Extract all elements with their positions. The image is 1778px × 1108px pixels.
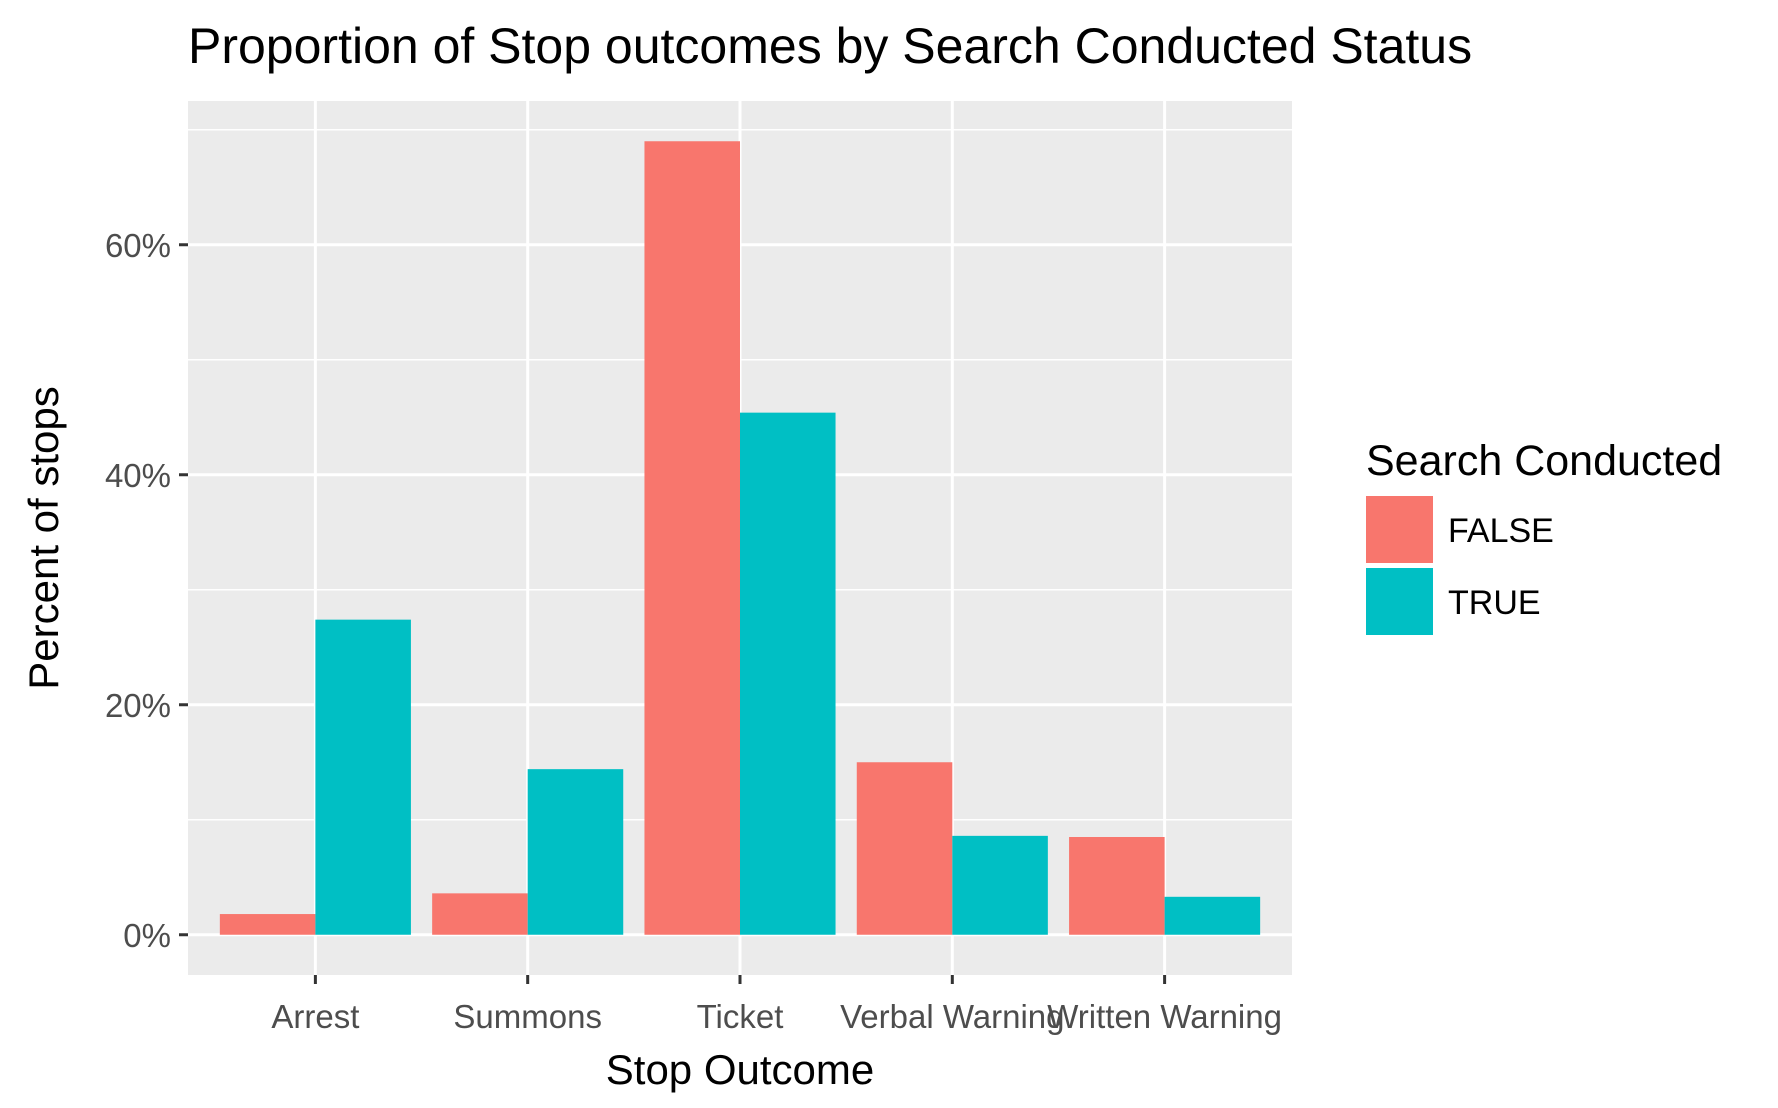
- chart-title: Proportion of Stop outcomes by Search Co…: [188, 18, 1472, 74]
- y-tick-label: 0%: [123, 917, 171, 954]
- bar-false-verbal-warning: [856, 762, 953, 935]
- legend-title: Search Conducted: [1366, 437, 1722, 485]
- bar-true-ticket: [740, 412, 836, 935]
- legend: Search Conducted FALSE TRUE: [1366, 437, 1722, 635]
- y-axis-title: Percent of stops: [20, 386, 67, 690]
- axes: 0% 20% 40% 60% Arrest Summons Ticket Verbal War…: [105, 227, 1282, 1035]
- x-tick-label: Written Warning: [1047, 998, 1282, 1035]
- bar-false-ticket: [644, 141, 740, 935]
- x-tick-label: Verbal Warning: [840, 998, 1064, 1035]
- y-tick-label: 40%: [105, 457, 171, 494]
- bar-true-written-warning: [1164, 896, 1261, 935]
- legend-key-true: [1366, 568, 1433, 635]
- legend-key-false: [1366, 496, 1433, 563]
- bar-true-summons: [527, 769, 624, 935]
- y-tick-label: 60%: [105, 227, 171, 264]
- bar-true-verbal-warning: [952, 835, 1048, 935]
- bars: [219, 141, 1261, 935]
- bar-false-summons: [432, 893, 528, 935]
- bar-true-arrest: [315, 619, 411, 935]
- legend-label-true: TRUE: [1448, 584, 1541, 622]
- x-tick-label: Ticket: [697, 998, 784, 1035]
- y-tick-label: 20%: [105, 687, 171, 724]
- x-axis-title: Stop Outcome: [606, 1046, 874, 1093]
- bar-false-arrest: [219, 914, 316, 935]
- legend-label-false: FALSE: [1448, 512, 1554, 550]
- x-tick-label: Summons: [453, 998, 602, 1035]
- x-tick-label: Arrest: [271, 998, 359, 1035]
- bar-false-written-warning: [1069, 837, 1165, 935]
